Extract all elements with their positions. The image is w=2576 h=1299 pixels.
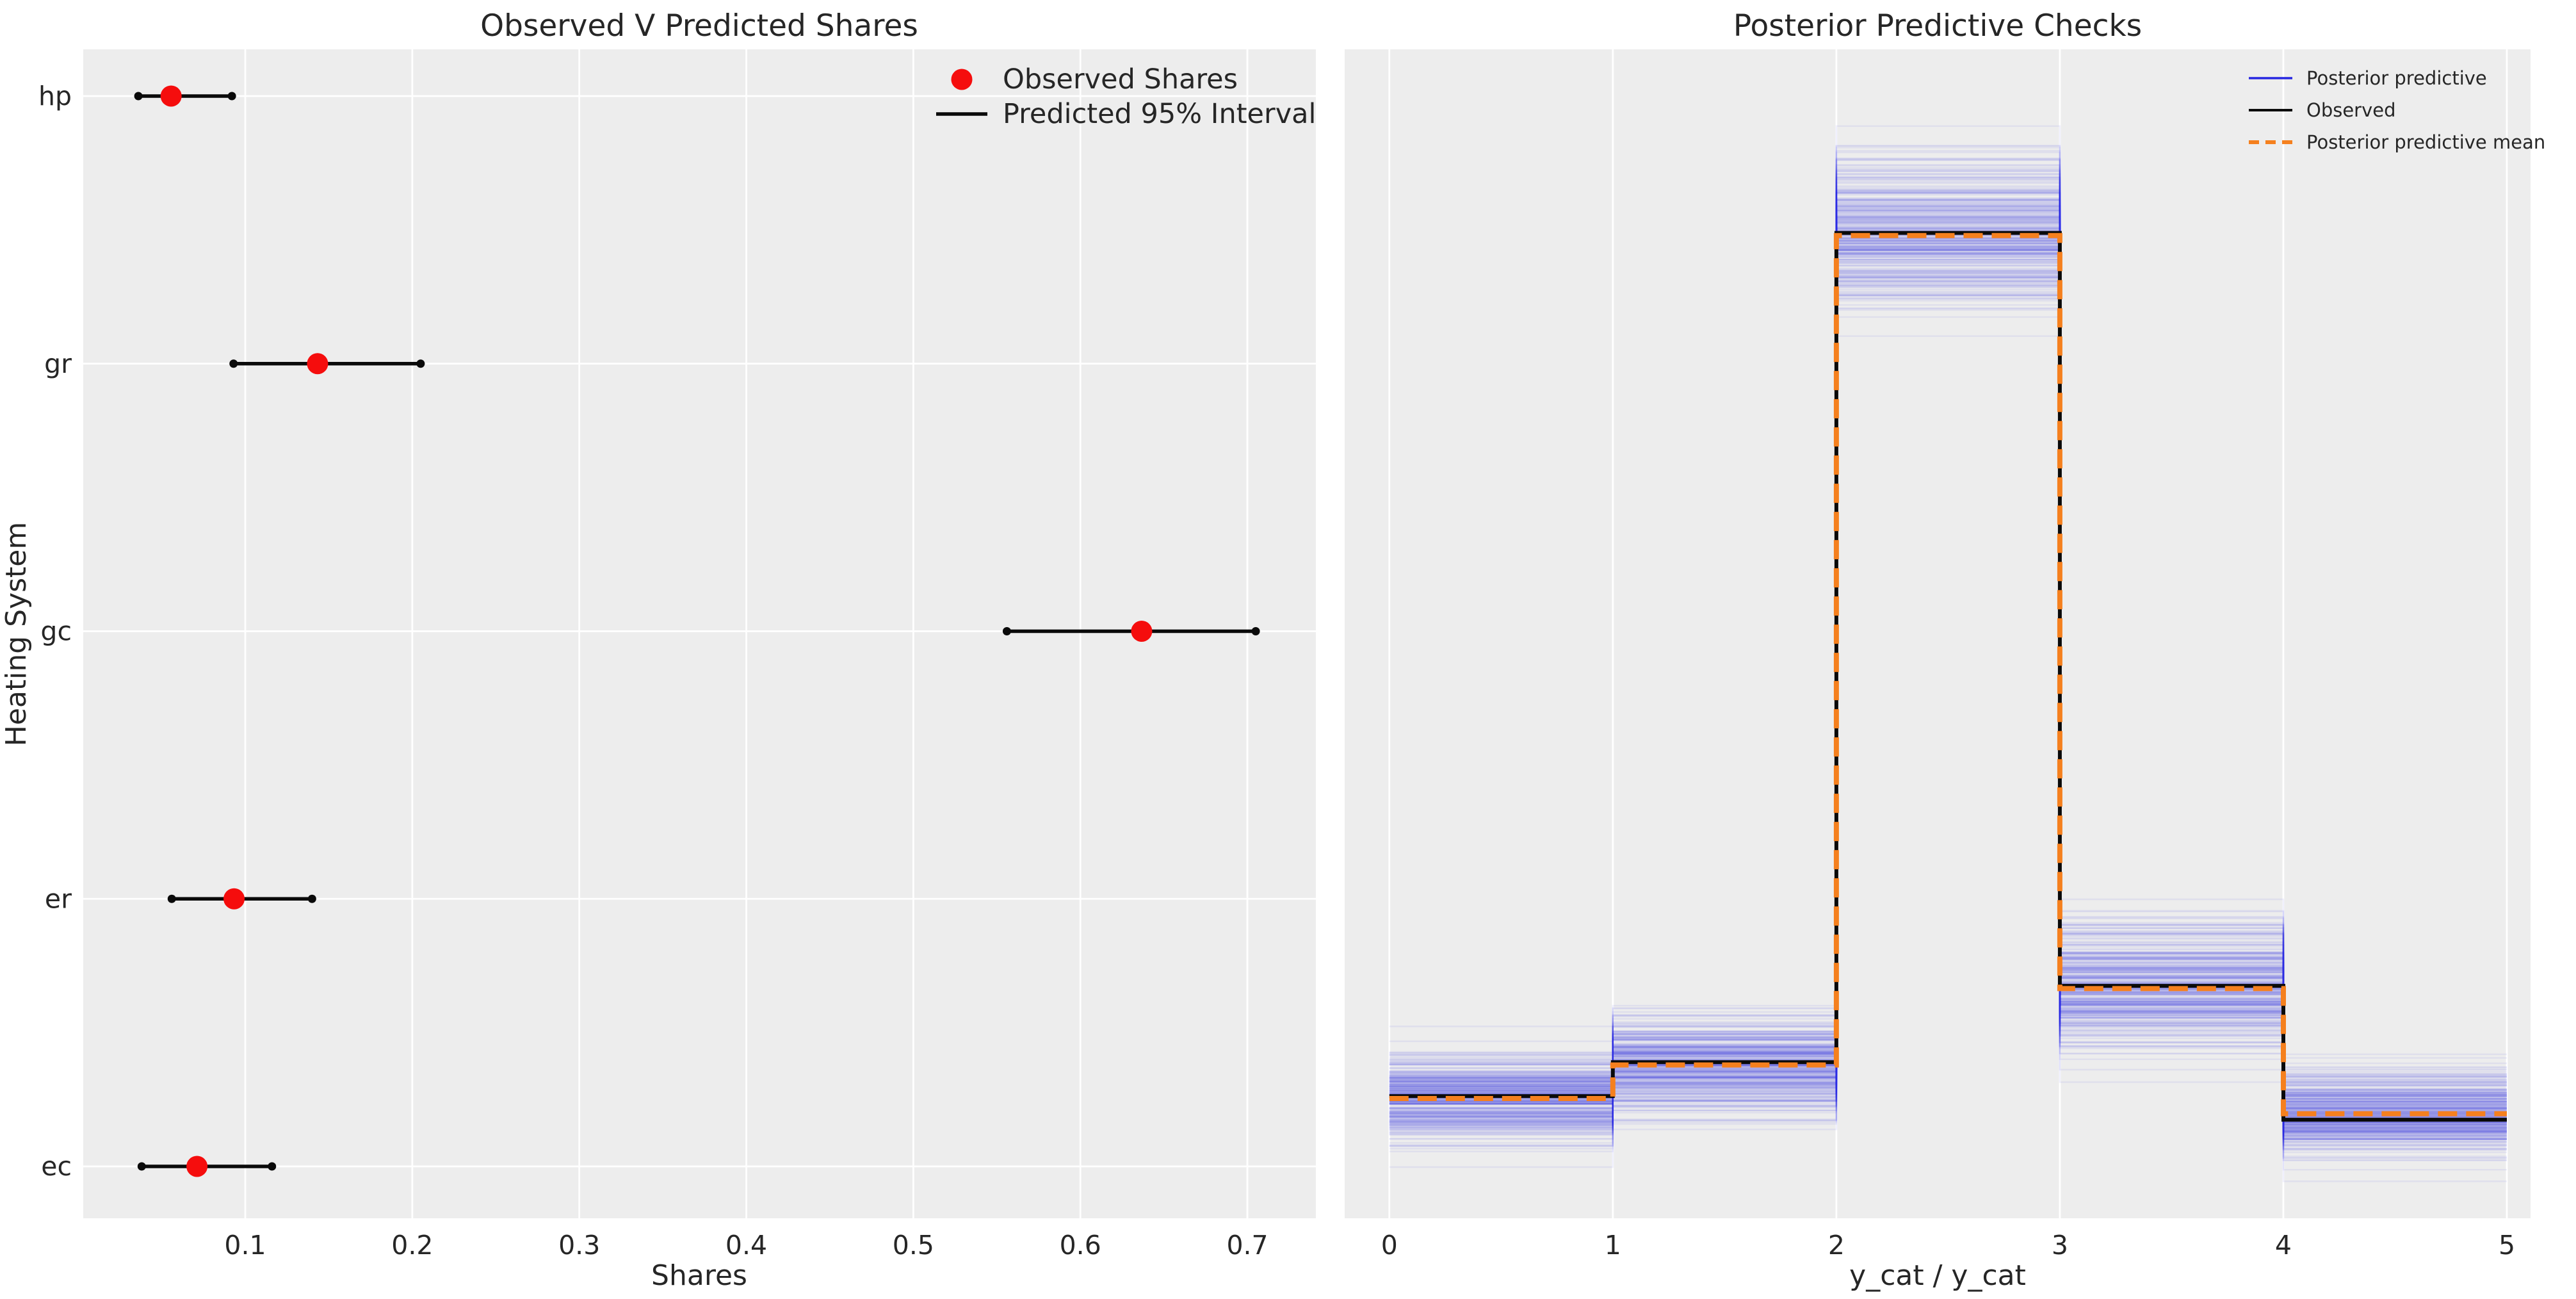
- left-chart-title: Observed V Predicted Shares: [480, 8, 918, 44]
- observed-share-dot: [1131, 621, 1153, 642]
- interval-endcap: [227, 92, 236, 101]
- interval-endcap: [134, 92, 143, 101]
- left-yaxis-label: Heating System: [0, 522, 33, 746]
- left-xtick-label: 0.4: [725, 1230, 767, 1261]
- observed-share-dot: [186, 1156, 208, 1177]
- right-legend-label-posterior-predictive-mean: Posterior predictive mean: [2306, 131, 2545, 153]
- left-xtick-label: 0.3: [558, 1230, 600, 1261]
- right-xtick-label: 3: [2052, 1230, 2068, 1261]
- left-legend: Observed Shares Predicted 95% Interval: [936, 63, 1316, 130]
- left-ytick-label: gc: [40, 616, 72, 647]
- right-chart-area: 0 1 2 3 4 5: [1345, 49, 2531, 1261]
- right-xaxis-label: y_cat / y_cat: [1849, 1259, 2026, 1292]
- interval-endcap: [1251, 627, 1260, 635]
- observed-share-dot: [307, 353, 328, 375]
- right-xtick-label: 1: [1605, 1230, 1621, 1261]
- interval-endcap: [268, 1162, 277, 1171]
- left-xtick-label: 0.7: [1226, 1230, 1268, 1261]
- left-xtick-label: 0.6: [1060, 1230, 1101, 1261]
- left-legend-label-interval: Predicted 95% Interval: [1003, 98, 1316, 130]
- left-chart-area: hp gr gc er ec 0.1 0.2 0.3 0.4 0.5 0.6 0.7: [38, 49, 1316, 1261]
- interval-endcap: [167, 894, 176, 903]
- left-plot-background: [83, 49, 1316, 1218]
- observed-shares-legend-marker-icon: [951, 69, 973, 90]
- observed-share-dot: [160, 85, 182, 107]
- left-xtick-label: 0.1: [224, 1230, 266, 1261]
- posterior-predictive-mean-line: [1389, 233, 2507, 1116]
- interval-endcap: [229, 359, 238, 368]
- left-xtick-label: 0.5: [893, 1230, 934, 1261]
- interval-endcap: [416, 359, 425, 368]
- right-xtick-label: 5: [2499, 1230, 2515, 1261]
- interval-endcap: [307, 894, 316, 903]
- right-chart-title: Posterior Predictive Checks: [1733, 8, 2142, 44]
- right-xtick-label: 2: [1828, 1230, 1845, 1261]
- observed-share-dot: [223, 888, 245, 910]
- right-legend: Posterior predictive Observed Posterior …: [2249, 67, 2545, 153]
- left-ytick-label: hp: [38, 81, 72, 111]
- left-legend-label-observed: Observed Shares: [1003, 63, 1238, 95]
- left-xtick-label: 0.2: [391, 1230, 433, 1261]
- left-xaxis-label: Shares: [651, 1259, 747, 1292]
- right-legend-label-posterior-predictive: Posterior predictive: [2306, 67, 2487, 89]
- interval-endcap: [137, 1162, 146, 1171]
- left-ytick-label: er: [45, 883, 72, 914]
- interval-endcap: [1002, 627, 1011, 635]
- right-legend-label-observed: Observed: [2306, 99, 2396, 121]
- right-xtick-label: 0: [1381, 1230, 1398, 1261]
- left-ytick-label: ec: [41, 1151, 72, 1182]
- right-xtick-label: 4: [2275, 1230, 2292, 1261]
- left-ytick-label: gr: [44, 348, 72, 379]
- right-plot-background: [1345, 49, 2531, 1218]
